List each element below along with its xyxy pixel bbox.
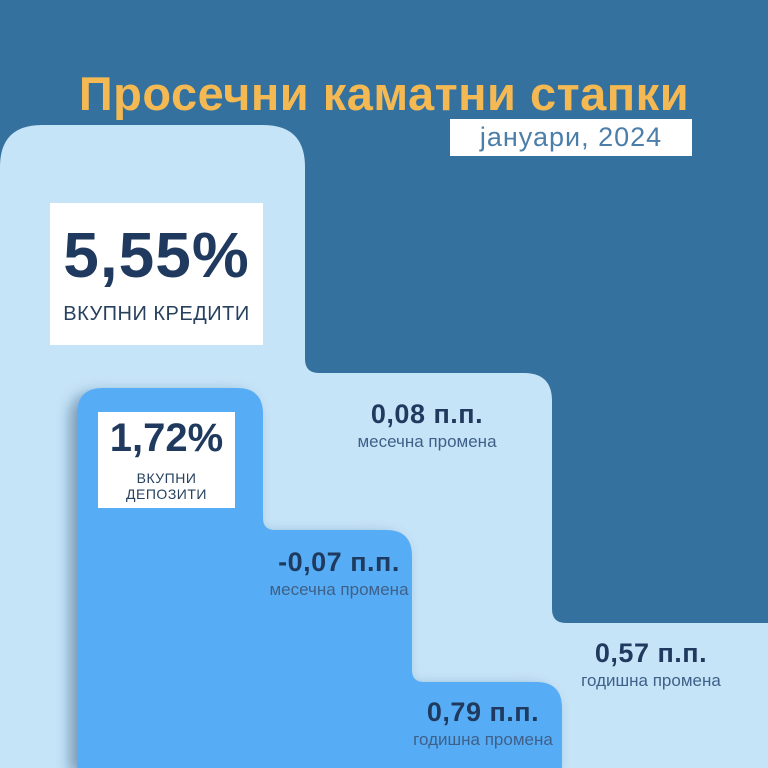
loans-card: 5,55% ВКУПНИ КРЕДИТИ: [50, 203, 263, 345]
stat-value: -0,07 п.п.: [278, 547, 400, 577]
loans-rate-value: 5,55%: [63, 218, 250, 291]
stat-value: 0,79 п.п.: [426, 697, 540, 727]
date-badge: јануари, 2024: [450, 119, 692, 156]
stat-value: 0,57 п.п.: [594, 638, 708, 668]
deposits-monthly-change: -0,07 п.п. месечна промена: [229, 547, 449, 600]
page-title: Просечни каматни стапки: [78, 67, 690, 120]
stat-label: месечна промена: [269, 580, 409, 599]
deposits-annual-change: 0,79 п.п. годишна промена: [373, 697, 593, 750]
loans-annual-change: 0,57 п.п. годишна промена: [541, 638, 761, 691]
stat-value: 0,08 п.п.: [370, 399, 484, 429]
date-badge-label: јануари, 2024: [479, 122, 663, 152]
loans-monthly-change: 0,08 п.п. месечна промена: [317, 399, 537, 452]
deposits-rate-label: ВКУПНИ ДЕПОЗИТИ: [126, 470, 207, 502]
stat-label: месечна промена: [357, 432, 497, 451]
deposits-rate-value: 1,72%: [109, 416, 224, 460]
stat-label: годишна промена: [413, 730, 553, 749]
deposits-card: 1,72% ВКУПНИ ДЕПОЗИТИ: [98, 412, 235, 508]
stat-label: годишна промена: [581, 671, 721, 690]
loans-rate-label: ВКУПНИ КРЕДИТИ: [63, 302, 250, 325]
